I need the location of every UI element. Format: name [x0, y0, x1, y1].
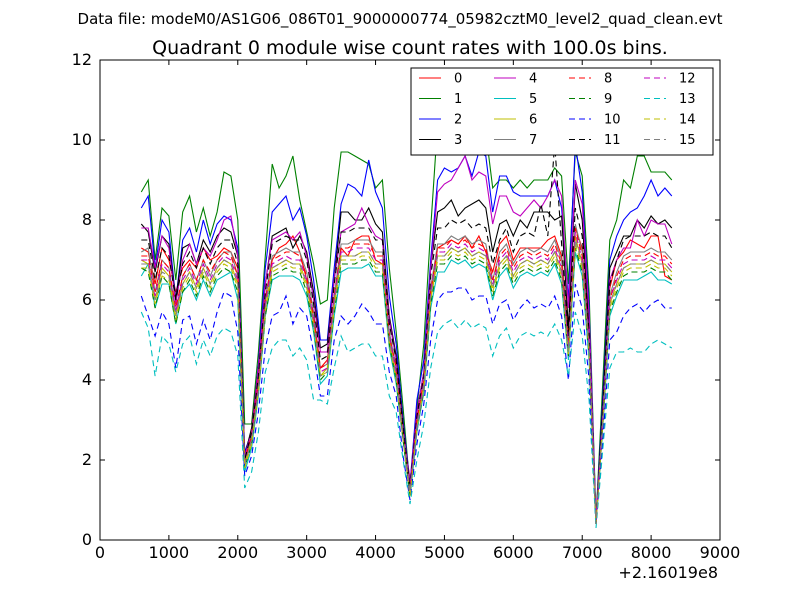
legend-box [410, 67, 714, 156]
legend-label-10: 10 [604, 113, 621, 128]
x-tick-label: 0 [95, 543, 105, 562]
legend-label-14: 14 [679, 113, 696, 128]
y-tick-label: 8 [82, 210, 92, 229]
legend-label-3: 3 [454, 133, 462, 148]
y-tick-label: 4 [82, 370, 92, 389]
legend-label-13: 13 [679, 92, 696, 107]
x-tick-label: 8000 [631, 543, 672, 562]
figure-suptitle: Data file: modeM0/AS1G06_086T01_90000007… [78, 10, 723, 29]
x-tick-label: 5000 [424, 543, 465, 562]
legend-label-15: 15 [679, 133, 696, 148]
legend-label-2: 2 [454, 113, 462, 128]
legend-label-6: 6 [529, 113, 537, 128]
x-tick-label: 3000 [286, 543, 327, 562]
legend-label-4: 4 [529, 72, 537, 87]
y-tick-label: 2 [82, 450, 92, 469]
x-tick-label: 4000 [355, 543, 396, 562]
legend-label-9: 9 [604, 92, 612, 107]
series-line-13 [140, 311, 673, 529]
x-tick-label: 9000 [700, 543, 741, 562]
x-tick-label: 2000 [217, 543, 258, 562]
plot-frame [99, 59, 721, 541]
legend-label-12: 12 [679, 72, 696, 87]
series-group [140, 114, 673, 529]
series-line-11 [141, 143, 673, 525]
legend-label-5: 5 [529, 92, 537, 107]
y-tick-label: 0 [82, 530, 92, 549]
y-tick-label: 12 [72, 50, 92, 69]
legend-label-0: 0 [454, 72, 462, 87]
series-line-10 [140, 283, 672, 525]
series-line-4 [141, 154, 673, 521]
chart-title: Quadrant 0 module wise count rates with … [152, 37, 668, 59]
x-tick-label: 1000 [149, 543, 190, 562]
y-tick-label: 6 [82, 290, 92, 309]
legend-label-8: 8 [604, 72, 612, 87]
y-tick-label: 10 [72, 130, 92, 149]
series-line-12 [141, 231, 673, 525]
x-tick-label: 6000 [493, 543, 534, 562]
axis-ticks: 0 1000 2000 3000 4000 5000 6000 7000 8000 9000 0 2 4… [72, 50, 741, 562]
legend-label-11: 11 [604, 133, 621, 148]
legend-label-7: 7 [529, 133, 537, 148]
legend-label-1: 1 [454, 92, 462, 107]
x-tick-label: 7000 [562, 543, 603, 562]
x-offset-label: +2.16019e8 [618, 563, 718, 582]
